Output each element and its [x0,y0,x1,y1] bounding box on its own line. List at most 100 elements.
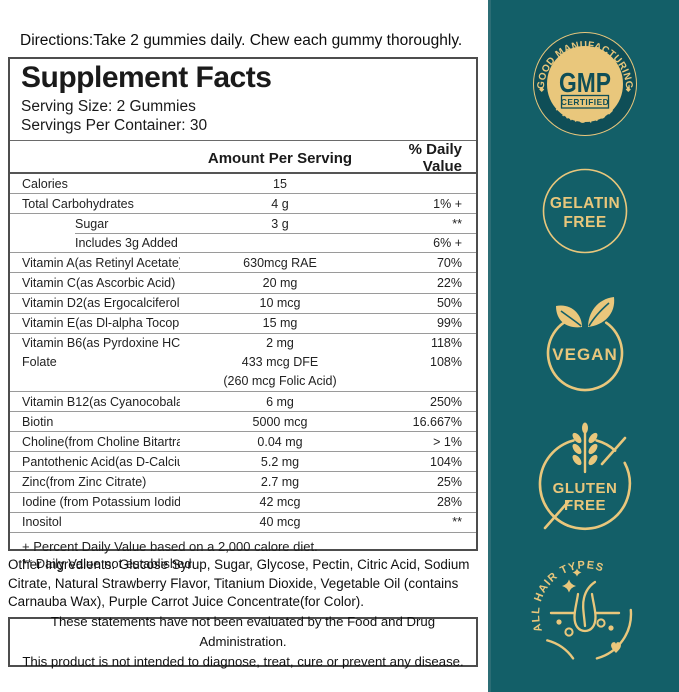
table-column-header: Amount Per Serving % Daily Value [10,141,476,175]
vegan-leaf-icon: VEGAN [546,297,624,392]
fda-disclaimer-box: These statements have not been evaluated… [8,614,478,669]
nutrient-amount: 2.7 mg [260,474,300,489]
supplement-facts-panel: Supplement Facts Serving Size: 2 Gummies… [8,57,478,571]
nutrient-dv: 28% [436,495,462,510]
gelatin-free-badge: GELATIN FREE [542,168,628,254]
table-row: Iodine (from Potassium Iodide) 42 mcg 28% [10,493,476,513]
table-row: Choline(from Choline Bitartrate) 0.04 mg >… [10,432,476,453]
nutrient-dv: 118% [430,336,462,351]
table-row: Includes 3g Added Sugars 6% + [10,233,476,254]
nutrient-name: Biotin [22,414,54,429]
nutrient-dv: ** [452,216,462,231]
disclaimer-line-2: This product is not intended to diagnose… [22,653,464,669]
table-row: Zinc(from Zinc Citrate) 2.7 mg 25% [10,472,476,493]
nutrient-amount: 630mcg RAE [243,255,317,270]
nutrient-name: Vitamin B6(as Pyrdoxine HCI) [22,336,180,351]
table-row: Folate 433 mcg DFE 108% [10,353,476,372]
table-row: Vitamin B12(as Cyanocobalamin) 6 mg 250% [10,392,476,413]
all-hair-types-badge: ALL HAIR TYPES [529,556,641,668]
gelatin-free-icon: GELATIN FREE [542,168,628,254]
nutrient-dv: 25% [436,474,462,489]
gelatin-free-line1: GELATIN [550,195,620,212]
nutrient-dv: 250% [430,394,462,409]
dv-column-header: % Daily Value [408,141,462,175]
table-row: Calories 15 [10,174,476,195]
gluten-free-wheat-icon: GLUTEN FREE [538,422,632,531]
nutrient-dv: 70% [436,255,462,270]
nutrient-name: Iodine (from Potassium Iodide) [22,495,180,510]
gmp-certified-text: CERTIFIED [561,97,609,107]
nutrient-dv: 22% [436,276,462,291]
footnote-dv: + Percent Daily Value based on a 2,000 c… [22,538,318,554]
other-ingredients: Other Ingredients: Glucose Syrup, Sugar,… [8,557,470,609]
gluten-free-badge: GLUTEN FREE [529,418,641,536]
nutrient-name: Folate [22,355,57,370]
gluten-free-line1: GLUTEN [553,480,618,497]
nutrient-name: Total Carbohydrates [22,196,134,211]
vegan-label: VEGAN [552,345,617,364]
nutrient-name: Inositol [22,515,62,530]
nutrient-amount: 5000 mcg [252,414,308,429]
nutrient-amount: 6 mg [266,394,294,409]
nutrient-amount: 4 g [271,196,289,211]
nutrient-dv: > 1% [433,434,462,449]
nutrient-dv: 108% [430,355,462,370]
facts-title: Supplement Facts [21,61,272,94]
nutrient-amount: 10 mcg [259,296,301,311]
nutrient-amount: 2 mg [266,336,294,351]
nutrient-name: Vitamin A(as Retinyl Acetate) [22,255,180,270]
table-row: Vitamin C(as Ascorbic Acid) 20 mg 22% [10,273,476,294]
table-row: Total Carbohydrates 4 g 1% + [10,194,476,215]
gmp-certified-badge: GOOD MANUFACTURING PRACTICE GMP CERTIFIE… [532,31,638,137]
table-row: Biotin 5000 mcg 16.667% [10,412,476,433]
nutrient-dv: 104% [430,454,462,469]
nutrient-name: Sugar [75,216,109,231]
nutrient-name: Vitamin B12(as Cyanocobalamin) [22,394,180,409]
nutrient-amount: 433 mcg DFE [241,355,319,370]
table-row: Sugar 3 g ** [10,214,476,235]
nutrient-dv: 1% + [433,196,462,211]
nutrient-name: Calories [22,176,68,191]
badge-sidebar: GOOD MANUFACTURING PRACTICE GMP CERTIFIE… [488,0,679,692]
nutrient-amount: 42 mcg [259,495,301,510]
nutrient-amount: 20 mg [262,276,298,291]
nutrient-name: Choline(from Choline Bitartrate) [22,434,180,449]
nutrient-amount: 3 g [271,216,289,231]
table-row: Vitamin B6(as Pyrdoxine HCI) 2 mg 118% [10,334,476,353]
table-row: Vitamin E(as Dl-alpha Tocopherol Acetate… [10,314,476,334]
nutrient-name: Vitamin D2(as Ergocalciferol) [22,296,180,311]
nutrient-amount: 40 mcg [259,515,301,530]
nutrient-dv: 50% [436,296,462,311]
nutrient-amount: 5.2 mg [260,454,300,469]
servings-per-container: Servings Per Container: 30 [21,116,208,134]
table-row: Pantothenic Acid(as D-Calcium Pantothena… [10,452,476,473]
hair-follicle-icon: ALL HAIR TYPES [530,559,633,660]
gmp-badge-icon: GOOD MANUFACTURING PRACTICE GMP CERTIFIE… [533,32,637,136]
nutrient-name: Includes 3g Added Sugars [75,235,180,250]
nutrient-dv: 6% + [433,235,462,250]
nutrient-name: Vitamin E(as Dl-alpha Tocopherol Acetate… [22,316,180,331]
table-row: Vitamin A(as Retinyl Acetate) 630mcg RAE 7… [10,253,476,274]
nutrient-name: Pantothenic Acid(as D-Calcium Pantothena… [22,454,180,469]
gelatin-free-line2: FREE [563,214,606,231]
table-row: Vitamin D2(as Ergocalciferol) 10 mcg 50% [10,294,476,314]
gmp-center-text: GMP [559,67,611,98]
nutrient-dv: ** [452,515,462,530]
nutrient-amount: 15 mg [262,316,298,331]
nutrient-name: Vitamin C(as Ascorbic Acid) [22,276,176,291]
nutrient-amount: (260 mcg Folic Acid) [223,374,337,389]
nutrient-amount: 0.04 mg [257,434,303,449]
directions-text: Directions:Take 2 gummies daily. Chew ea… [20,32,463,49]
amount-column-header: Amount Per Serving [207,149,353,167]
footnotes: + Percent Daily Value based on a 2,000 c… [10,533,476,573]
table-row: (260 mcg Folic Acid) [10,372,476,393]
table-row: Inositol 40 mcg ** [10,513,476,533]
disclaimer-line-1: These statements have not been evaluated… [50,614,436,650]
gluten-free-line2: FREE [564,497,606,514]
nutrient-amount: 15 [273,176,287,191]
nutrient-dv: 16.667% [412,414,462,429]
vegan-badge: VEGAN [533,291,637,393]
serving-size: Serving Size: 2 Gummies [21,98,196,115]
facts-rows: Calories 15 Total Carbohydrates 4 g 1% + Suga… [10,174,476,533]
nutrient-dv: 99% [436,316,462,331]
